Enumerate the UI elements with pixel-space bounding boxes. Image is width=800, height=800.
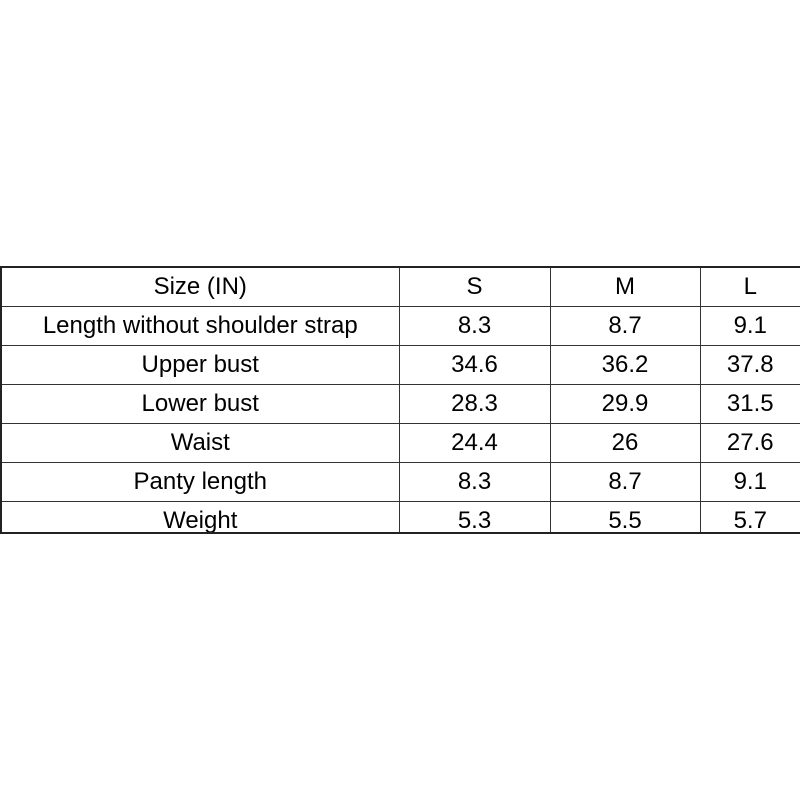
cell-value: 28.3 xyxy=(398,384,551,424)
row-label: Length without shoulder strap xyxy=(0,306,400,346)
cell-value: 9.1 xyxy=(699,306,800,346)
row-label: Lower bust xyxy=(0,384,400,424)
table-row: Lower bust 28.3 29.9 31.5 xyxy=(0,384,800,424)
cell-value: 8.7 xyxy=(549,306,701,346)
cell-value: 5.5 xyxy=(549,501,701,532)
header-cell: M xyxy=(549,268,701,307)
header-cell: S xyxy=(398,268,551,307)
cell-value: 37.8 xyxy=(699,345,800,385)
cell-value: 8.3 xyxy=(398,462,551,502)
table-row: Upper bust 34.6 36.2 37.8 xyxy=(0,345,800,385)
cell-value: 27.6 xyxy=(699,423,800,463)
row-label: Panty length xyxy=(0,462,400,502)
cell-value: 24.4 xyxy=(398,423,551,463)
cell-value: 9.1 xyxy=(699,462,800,502)
cell-value: 34.6 xyxy=(398,345,551,385)
size-chart: Size (IN) S M L Length without shoulder … xyxy=(0,266,800,534)
table-row: Weight 5.3 5.5 5.7 xyxy=(0,501,800,532)
cell-value: 5.7 xyxy=(699,501,800,532)
cell-value: 5.3 xyxy=(398,501,551,532)
header-cell: Size (IN) xyxy=(0,268,400,307)
row-label: Upper bust xyxy=(0,345,400,385)
cell-value: 26 xyxy=(549,423,701,463)
cell-value: 8.7 xyxy=(549,462,701,502)
header-row: Size (IN) S M L xyxy=(0,268,800,307)
cell-value: 31.5 xyxy=(699,384,800,424)
size-table: Size (IN) S M L Length without shoulder … xyxy=(0,268,800,532)
cell-value: 36.2 xyxy=(549,345,701,385)
cell-value: 8.3 xyxy=(398,306,551,346)
table-row: Waist 24.4 26 27.6 xyxy=(0,423,800,463)
row-label: Weight xyxy=(0,501,400,532)
table-row: Panty length 8.3 8.7 9.1 xyxy=(0,462,800,502)
table-row: Length without shoulder strap 8.3 8.7 9.1 xyxy=(0,306,800,346)
row-label: Waist xyxy=(0,423,400,463)
header-cell: L xyxy=(699,268,800,307)
cell-value: 29.9 xyxy=(549,384,701,424)
